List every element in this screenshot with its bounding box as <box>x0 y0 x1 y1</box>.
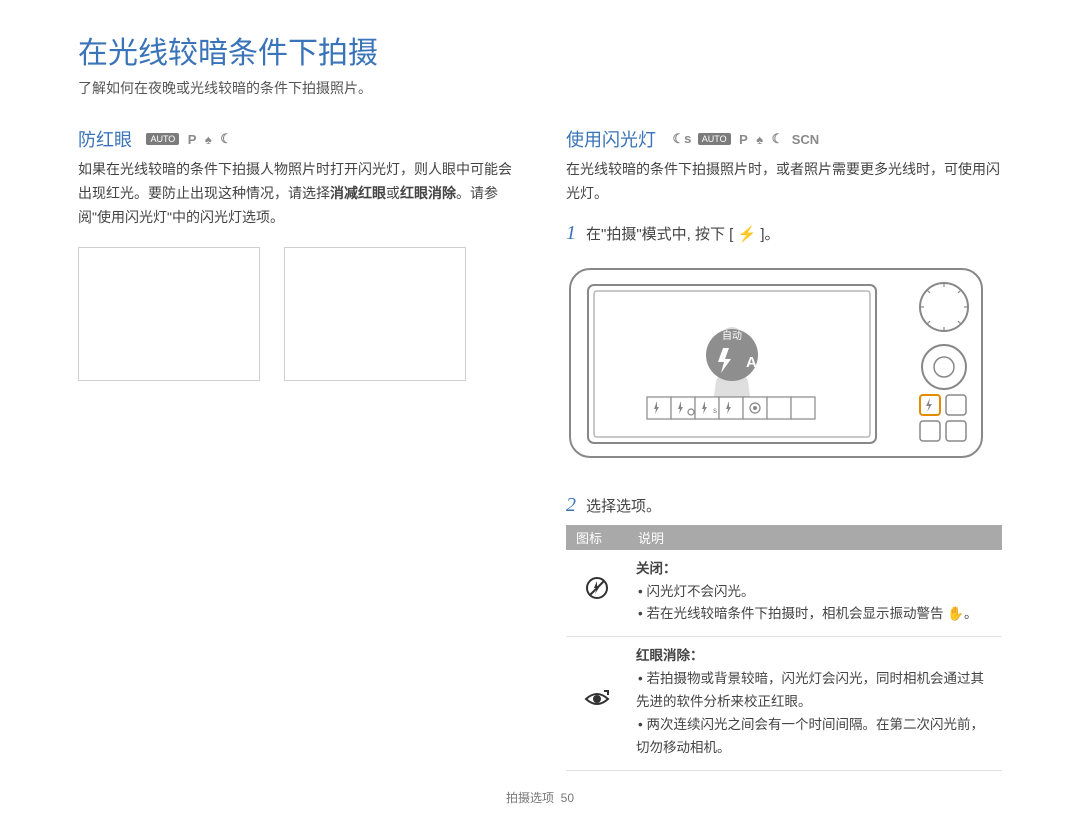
step-1: 1 在"拍摄"模式中, 按下 [ ⚡ ]。 <box>566 222 1002 245</box>
illus-badge-label: 自动 <box>722 329 742 342</box>
red-eye-icon <box>584 697 610 712</box>
flash-options-table: 图标 说明 <box>566 525 1002 772</box>
right-column: 使用闪光灯 ☾s AUTO P ♠ ☾ SCN 在光线较暗的条件下拍摄照片时，或… <box>566 126 1002 771</box>
row-title: 红眼消除： <box>636 648 704 663</box>
row-line: 若拍摄物或背景较暗，闪光灯会闪光，同时相机会通过其先进的软件分析来校正红眼。 <box>636 671 984 709</box>
row-line: 闪光灯不会闪光。 <box>646 584 754 599</box>
mode-night-glyph: ☾ <box>772 131 784 147</box>
section-header-redeye: 防红眼 AUTO P ♠ ☾ <box>78 126 514 152</box>
footer-section: 拍摄选项 <box>506 791 554 805</box>
col-icon: 图标 <box>566 525 628 550</box>
table-row: 关闭： • 闪光灯不会闪光。 • 若在光线较暗条件下拍摄时，相机会显示振动警告 … <box>566 550 1002 637</box>
page-subtitle: 了解如何在夜晚或光线较暗的条件下拍摄照片。 <box>78 78 1002 98</box>
mode-p-glyph: P <box>739 132 748 147</box>
mode-auto-badge: AUTO <box>146 133 179 145</box>
table-row: 红眼消除： • 若拍摄物或背景较暗，闪光灯会闪光，同时相机会通过其先进的软件分析… <box>566 637 1002 771</box>
footer-page: 50 <box>561 791 574 805</box>
section-heading: 防红眼 <box>78 126 132 152</box>
row-line: 两次连续闪光之间会有一个时间间隔。在第二次闪光前，切勿移动相机。 <box>636 717 984 755</box>
page-title: 在光线较暗条件下拍摄 <box>78 28 1002 72</box>
mode-cs-glyph: ☾s <box>672 131 691 147</box>
step-number: 2 <box>566 494 576 517</box>
left-column: 防红眼 AUTO P ♠ ☾ 如果在光线较暗的条件下拍摄人物照片时打开闪光灯，则… <box>78 126 514 771</box>
mode-auto-badge: AUTO <box>698 133 731 145</box>
illus-screen-a: A <box>746 354 757 371</box>
svg-text:s: s <box>713 406 717 415</box>
section-heading: 使用闪光灯 <box>566 126 656 152</box>
camera-illustration: 自动 A s <box>566 259 986 469</box>
mode-scn-glyph: SCN <box>792 132 819 147</box>
flash-body: 在光线较暗的条件下拍摄照片时，或者照片需要更多光线时，可使用闪光灯。 <box>566 158 1002 206</box>
page-footer: 拍摄选项 50 <box>78 789 1002 806</box>
example-image-2 <box>284 247 466 381</box>
mode-person-glyph: ♠ <box>205 132 212 147</box>
row-line: 若在光线较暗条件下拍摄时，相机会显示振动警告 ✋。 <box>646 606 977 621</box>
section-header-flash: 使用闪光灯 ☾s AUTO P ♠ ☾ SCN <box>566 126 1002 152</box>
step-text: 在"拍摄"模式中, 按下 [ ⚡ ]。 <box>586 223 780 244</box>
col-desc: 说明 <box>628 525 1002 550</box>
mode-person-glyph: ♠ <box>756 132 763 147</box>
step-2: 2 选择选项。 <box>566 494 1002 517</box>
row-title: 关闭： <box>636 561 677 576</box>
step-number: 1 <box>566 222 576 245</box>
flash-off-icon <box>585 588 609 603</box>
redeye-body: 如果在光线较暗的条件下拍摄人物照片时打开闪光灯，则人眼中可能会出现红光。要防止出… <box>78 158 514 229</box>
mode-night-glyph: ☾ <box>220 131 232 147</box>
mode-p-glyph: P <box>188 132 197 147</box>
step-text: 选择选项。 <box>586 495 661 516</box>
example-image-1 <box>78 247 260 381</box>
example-placeholders <box>78 247 514 381</box>
